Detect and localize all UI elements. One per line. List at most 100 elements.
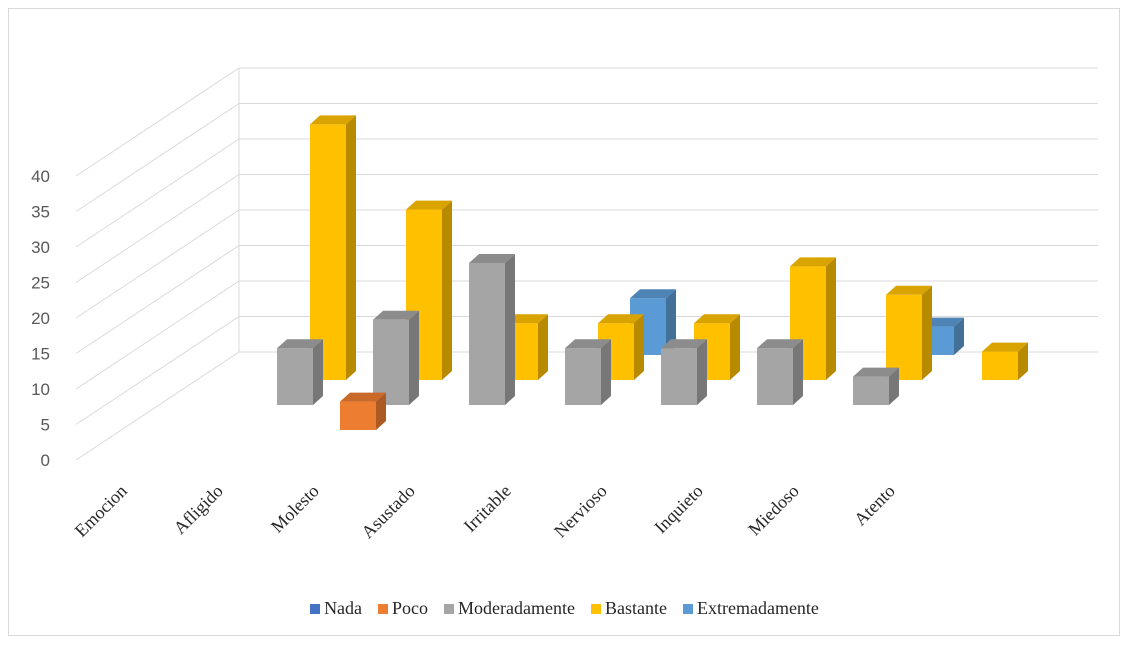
legend-label: Poco [392, 598, 429, 618]
bar-side [954, 317, 964, 355]
bar-front [565, 348, 601, 405]
legend-label: Extremadamente [696, 598, 819, 618]
bar-moderadamente-molesto [277, 339, 323, 405]
bar-moderadamente-atento [853, 367, 899, 405]
gridline-side [75, 280, 240, 390]
x-tick-label: Nervioso [550, 481, 611, 542]
bar-front [757, 348, 793, 405]
x-tick-label: Emocion [71, 481, 131, 541]
legend-swatch [682, 603, 693, 614]
gridline-side [75, 174, 240, 283]
x-tick-label: Asustado [357, 481, 419, 543]
legend-swatch [591, 603, 601, 614]
bar-front [340, 401, 376, 430]
gridline-side [75, 245, 240, 354]
bar-side [922, 285, 932, 380]
x-axis: Emocion Afligido Molesto Asustado Irritable N… [71, 481, 899, 543]
bar-side [793, 339, 803, 405]
legend-swatch [378, 603, 389, 614]
y-axis: 0 5 10 15 20 25 30 35 40 [31, 167, 50, 470]
bar-top [598, 314, 644, 324]
bar-top [340, 392, 386, 402]
bar-side [634, 314, 644, 380]
y-tick-label: 25 [31, 274, 50, 293]
bar-moderadamente-inquieto [661, 339, 707, 405]
gridline-side [75, 67, 240, 177]
bar-front [982, 351, 1018, 380]
legend: Nada Poco Moderadamente Bastante Extremadame… [0, 598, 1129, 619]
bar-top [565, 339, 611, 349]
x-tick-label: Irritable [460, 481, 515, 536]
x-tick-label: Afligido [170, 481, 227, 538]
bar-top [469, 254, 515, 263]
legend-swatch [444, 603, 455, 614]
bar-side [666, 289, 676, 355]
bar-moderadamente-nervioso [565, 339, 611, 405]
bar-top [694, 314, 740, 324]
gridline-side [75, 316, 240, 425]
bar-side [697, 339, 707, 405]
bar-bastante-extra [982, 342, 1028, 380]
bar-front [853, 376, 889, 405]
bar-front [886, 294, 922, 380]
legend-item-moderadamente: Moderadamente [444, 598, 575, 619]
bar-side [826, 257, 836, 380]
y-tick-label: 10 [31, 380, 50, 399]
legend-label: Moderadamente [458, 598, 575, 618]
y-tick-label: 40 [31, 167, 50, 186]
bar-top [982, 342, 1028, 352]
bar-top [661, 339, 707, 349]
bar-bastante-molesto [310, 115, 356, 381]
x-tick-label: Atento [850, 481, 899, 530]
legend-swatch [310, 603, 321, 614]
legend-item-poco: Poco [378, 598, 428, 619]
bar-front [277, 348, 313, 405]
bar-top [886, 285, 932, 295]
x-tick-label: Inquieto [650, 481, 707, 538]
bar-side [409, 310, 419, 405]
bar-moderadamente-miedoso [757, 339, 803, 405]
bar-side [376, 392, 386, 430]
legend-label: Nada [324, 598, 363, 618]
y-tick-label: 30 [31, 238, 50, 257]
x-tick-label: Molesto [267, 481, 323, 537]
bar-top [757, 339, 803, 349]
chart-walls [75, 67, 1098, 461]
bar-front [373, 319, 409, 405]
y-tick-label: 35 [31, 203, 50, 222]
bar-top [310, 115, 356, 125]
bar-top [406, 200, 452, 210]
bar-moderadamente-irritable [469, 254, 515, 405]
bar-side [313, 339, 323, 405]
bar-side [538, 314, 548, 380]
bar-top [853, 367, 899, 377]
bar-front [310, 124, 346, 381]
legend-item-bastante: Bastante [591, 598, 667, 619]
bar-side [889, 367, 899, 405]
legend-item-extremadamente: Extremadamente [682, 598, 819, 619]
gridline-side [75, 138, 240, 248]
gridline-side [75, 103, 240, 212]
legend-label: Bastante [605, 598, 667, 618]
bar-side [346, 115, 356, 381]
bar-side [442, 200, 452, 380]
bar-moderadamente-asustado [373, 310, 419, 405]
bar-front [661, 348, 697, 405]
bar-front [469, 263, 505, 405]
bar-side [601, 339, 611, 405]
bar-top [630, 289, 676, 299]
gridline-side [75, 351, 240, 461]
legend-item-nada: Nada [310, 598, 362, 619]
bar-top [790, 257, 836, 267]
y-tick-label: 15 [31, 345, 50, 364]
y-tick-label: 20 [31, 309, 50, 328]
bar-bastante-atento [886, 285, 932, 380]
bar-side [730, 314, 740, 380]
bar-side [505, 254, 515, 405]
y-tick-label: 5 [41, 416, 50, 435]
bars [277, 115, 1028, 430]
x-tick-label: Miedoso [744, 481, 803, 540]
y-tick-label: 0 [41, 451, 50, 470]
bar-poco-molesto [340, 392, 386, 430]
